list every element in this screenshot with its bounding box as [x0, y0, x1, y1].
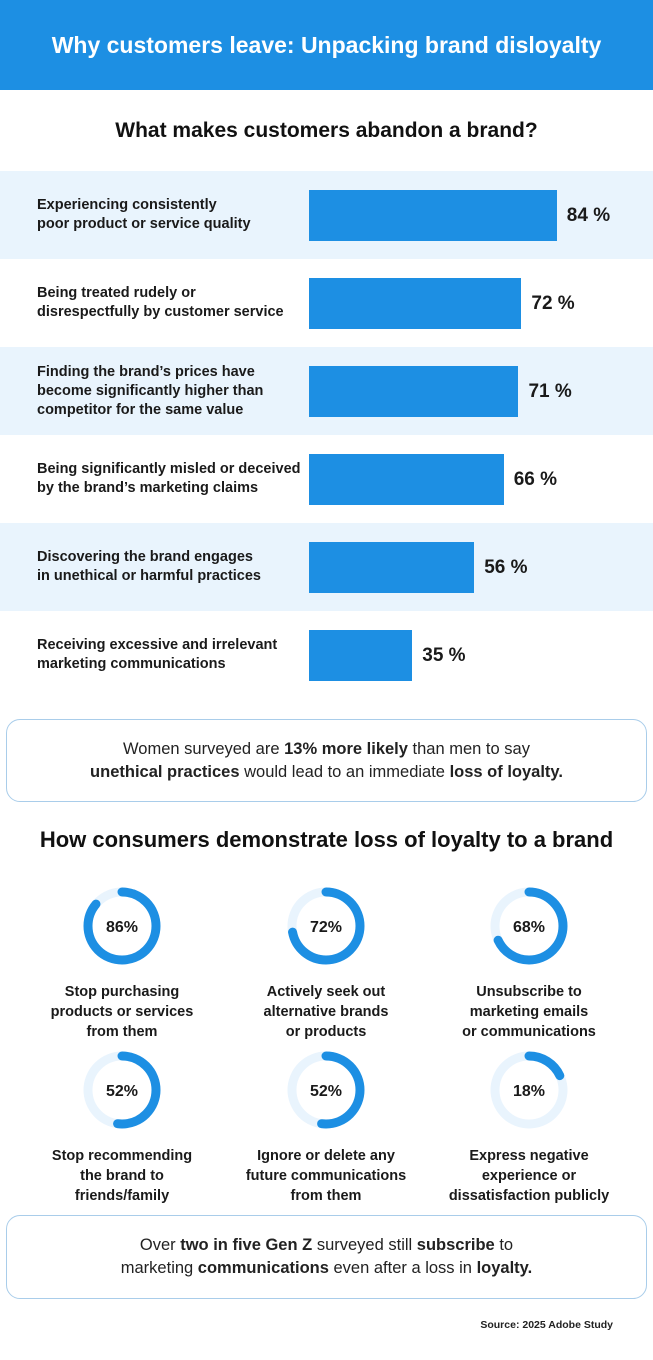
bar-category-label: Experiencing consistently poor product o… — [37, 197, 251, 232]
bar-row: Finding the brand’s prices have become s… — [0, 347, 653, 435]
bar-row: Being significantly misled or deceived b… — [0, 435, 653, 523]
callout-emphasis: subscribe — [416, 1236, 495, 1254]
donut-chart: 68% — [490, 887, 568, 965]
callout-emphasis: loyalty. — [476, 1259, 533, 1277]
abandon-reasons-bar-chart: Experiencing consistently poor product o… — [0, 171, 653, 700]
callout-text-segment: than men to say — [407, 739, 530, 758]
bar-value-label: 66 % — [513, 468, 557, 490]
bar-row: Being treated rudely or disrespectfully … — [0, 259, 653, 347]
bar-category-label: Discovering the brand engages in unethic… — [37, 549, 261, 584]
callout-text-segment: marketing — [120, 1259, 198, 1277]
donut-item: 52% Ignore or delete any future communica… — [226, 1048, 426, 1206]
donut-value-label: 18% — [513, 1083, 545, 1100]
donut-value-label: 68% — [513, 919, 545, 936]
bar-value-label: 72 % — [531, 292, 575, 314]
bar-value-label: 84 % — [566, 204, 611, 226]
bar-value-label: 71 % — [528, 380, 572, 402]
bar-row: Discovering the brand engages in unethic… — [0, 523, 653, 611]
callout-emphasis: communications — [197, 1259, 329, 1277]
bar — [309, 542, 475, 593]
bar — [309, 190, 557, 241]
donut-value-label: 72% — [310, 919, 342, 936]
bar-row: Experiencing consistently poor product o… — [0, 171, 653, 259]
donut-arc — [490, 1051, 568, 1129]
donut-item: 72% Actively seek out alternative brands … — [226, 884, 426, 1042]
donut-category-label: Actively seek out alternative brands or … — [263, 984, 389, 1040]
bar-category-label: Being significantly misled or deceived b… — [37, 461, 301, 496]
callout-emphasis: 13% more likely — [284, 739, 408, 758]
donut-chart: 52% — [83, 1051, 161, 1129]
donut-category-label: Unsubscribe to marketing emails or commu… — [462, 984, 596, 1040]
page-header: Why customers leave: Unpacking brand dis… — [0, 0, 653, 90]
callout-text-segment: Over — [139, 1236, 181, 1254]
bar-category-label: Receiving excessive and irrelevant marke… — [37, 637, 278, 672]
bar-category-label: Finding the brand’s prices have become s… — [37, 363, 264, 418]
bar — [309, 630, 413, 681]
gender-insight-text: Women surveyed are 13% more likely than … — [90, 738, 563, 784]
donut-item: 86% Stop purchasing products or services … — [22, 884, 222, 1042]
donut-chart: 52% — [287, 1051, 365, 1129]
donut-chart: 72% — [287, 887, 365, 965]
donut-arc — [287, 1051, 365, 1129]
donut-category-label: Ignore or delete any future communicatio… — [245, 1148, 407, 1204]
bar — [309, 366, 519, 417]
bar — [309, 278, 522, 329]
bar-value-label: 56 % — [484, 556, 528, 578]
donut-chart: 18% — [490, 1051, 568, 1129]
source-note: Source: 2025 Adobe Study — [480, 1319, 613, 1331]
genz-insight-text: Over two in five Gen Z surveyed still su… — [121, 1234, 532, 1280]
gender-insight-callout: Women surveyed are 13% more likely than … — [6, 719, 647, 802]
donut-category-label: Stop recommending the brand to friends/f… — [51, 1148, 193, 1204]
bar-category-label: Being treated rudely or disrespectfully … — [37, 285, 284, 320]
callout-emphasis: loss of loyalty. — [449, 762, 563, 781]
donut-item: 52% Stop recommending the brand to friend… — [22, 1048, 222, 1206]
donut-category-label: Stop purchasing products or services fro… — [50, 984, 194, 1040]
donut-chart: 86% — [83, 887, 161, 965]
callout-text-segment: Women surveyed are — [123, 739, 285, 758]
donut-arc — [83, 1051, 161, 1129]
donut-arc — [490, 887, 568, 965]
donut-value-label: 86% — [106, 919, 138, 936]
callout-text-segment: would lead to an immediate — [239, 762, 450, 781]
donut-item: 18% Express negative experience or dissat… — [429, 1048, 629, 1206]
donut-value-label: 52% — [106, 1083, 138, 1100]
callout-text-segment: even after a loss in — [328, 1259, 477, 1277]
callout-emphasis: two in five Gen Z — [180, 1236, 313, 1254]
bar-value-label: 35 % — [422, 644, 466, 666]
genz-insight-callout: Over two in five Gen Z surveyed still su… — [6, 1215, 647, 1299]
donut-arc — [83, 887, 161, 965]
donut-section-title: How consumers demonstrate loss of loyalt… — [39, 827, 614, 852]
donut-item: 68% Unsubscribe to marketing emails or co… — [429, 884, 629, 1042]
callout-emphasis: unethical practices — [90, 762, 240, 781]
donut-arc — [287, 887, 365, 965]
callout-text-segment: to — [494, 1236, 514, 1254]
donut-category-label: Express negative experience or dissatisf… — [448, 1148, 610, 1204]
callout-text-segment: surveyed still — [312, 1236, 417, 1254]
bar — [309, 454, 504, 505]
bar-row: Receiving excessive and irrelevant marke… — [0, 611, 653, 699]
page-title: Why customers leave: Unpacking brand dis… — [51, 31, 602, 58]
donut-value-label: 52% — [310, 1083, 342, 1100]
bar-chart-title: What makes customers abandon a brand? — [115, 119, 538, 142]
